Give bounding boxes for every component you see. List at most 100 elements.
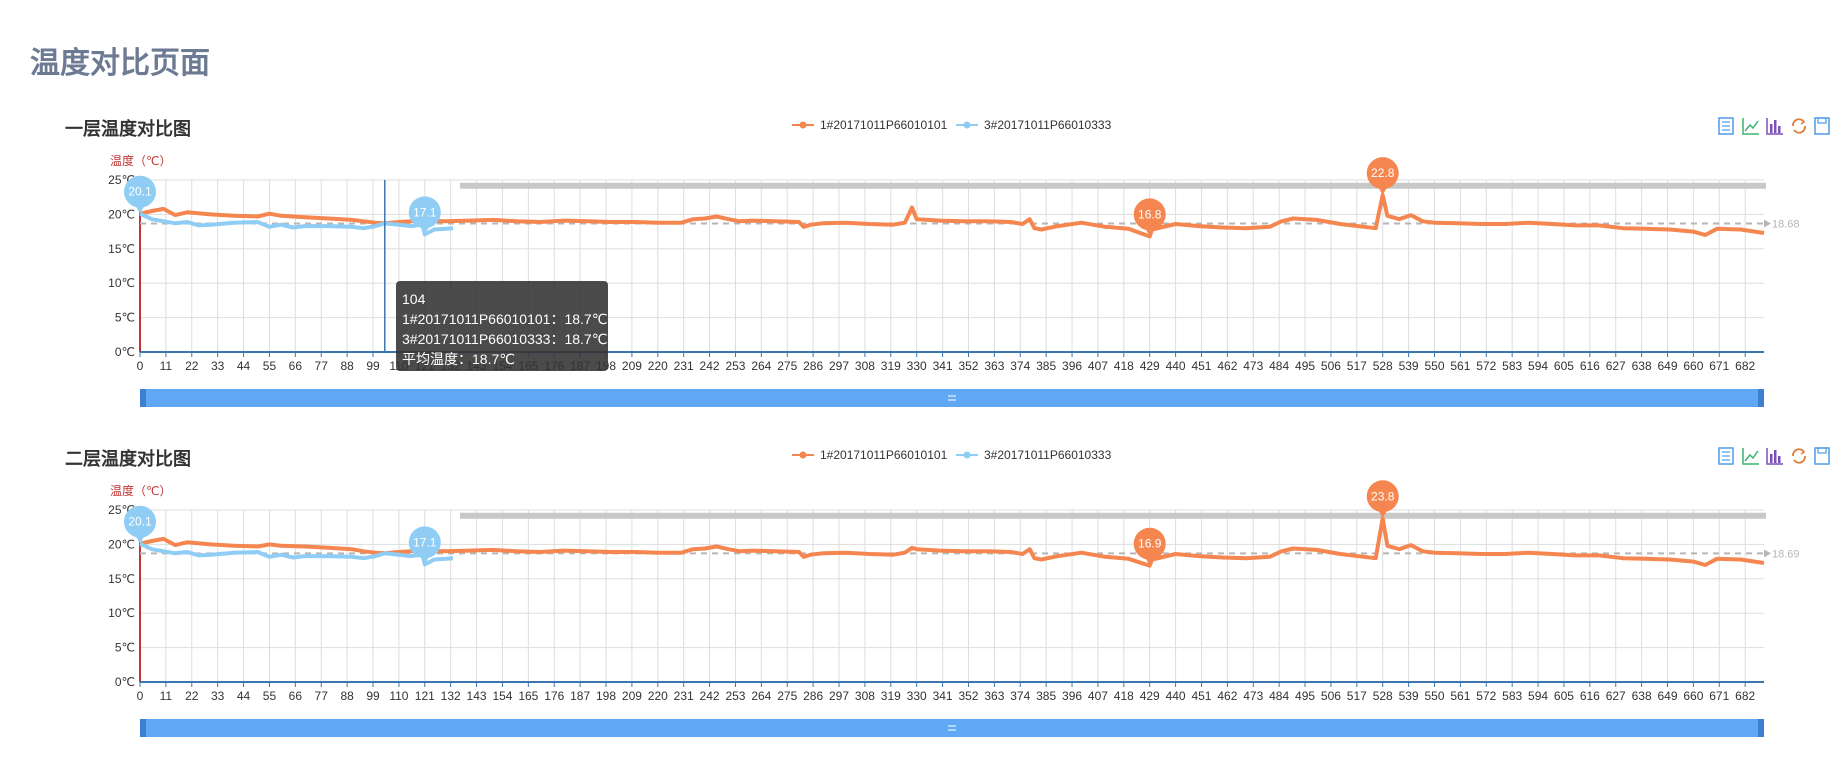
x-tick-label: 539 — [1399, 359, 1419, 373]
x-tick-label: 308 — [855, 689, 875, 703]
x-tick-label: 165 — [518, 689, 538, 703]
x-tick-label: 66 — [289, 689, 303, 703]
x-tick-label: 594 — [1528, 689, 1548, 703]
x-tick-label: 352 — [958, 359, 978, 373]
bar-chart-icon[interactable] — [1766, 448, 1783, 465]
x-tick-label: 506 — [1321, 359, 1341, 373]
zoom-handle-left[interactable] — [140, 719, 146, 737]
marker-pin[interactable]: 20.1 — [124, 505, 156, 544]
legend-item[interactable]: 3#20171011P66010333 — [956, 118, 1112, 132]
x-tick-label: 561 — [1450, 689, 1470, 703]
restore-icon[interactable] — [1792, 118, 1806, 134]
x-tick-label: 77 — [315, 359, 329, 373]
x-tick-label: 440 — [1166, 359, 1186, 373]
x-tick-label: 176 — [544, 689, 564, 703]
x-tick-label: 187 — [570, 689, 590, 703]
legend-label: 3#20171011P66010333 — [984, 448, 1112, 462]
icon-shape — [1774, 120, 1777, 133]
x-tick-label: 66 — [289, 359, 303, 373]
icon-shape — [1814, 447, 1830, 465]
tooltip-x-value: 104 — [402, 291, 426, 307]
legend-label: 1#20171011P66010101 — [820, 448, 948, 462]
x-tick-label: 253 — [725, 689, 745, 703]
marker-label: 20.1 — [128, 515, 152, 529]
zoom-handle-left[interactable] — [140, 389, 146, 407]
x-tick-label: 682 — [1735, 689, 1755, 703]
icon-shape — [1718, 117, 1734, 135]
marker-pin[interactable]: 17.1 — [408, 526, 441, 565]
chart-title: 二层温度对比图 — [65, 449, 191, 469]
x-tick-label: 231 — [674, 689, 694, 703]
data-view-icon[interactable] — [1718, 117, 1734, 135]
restore-icon[interactable] — [1792, 448, 1806, 464]
x-tick-label: 473 — [1243, 359, 1263, 373]
x-tick-label: 286 — [803, 359, 823, 373]
icon-shape — [1770, 454, 1773, 463]
x-tick-label: 649 — [1657, 359, 1677, 373]
x-tick-label: 572 — [1476, 359, 1496, 373]
x-tick-label: 330 — [907, 359, 927, 373]
x-tick-label: 198 — [596, 689, 616, 703]
x-tick-label: 209 — [622, 689, 642, 703]
x-tick-label: 682 — [1735, 359, 1755, 373]
x-tick-label: 638 — [1632, 359, 1652, 373]
zoom-handle-right[interactable] — [1758, 389, 1764, 407]
x-tick-label: 374 — [1010, 689, 1030, 703]
tooltip-average: 平均温度：18.7℃ — [402, 351, 515, 367]
x-tick-label: 341 — [933, 689, 953, 703]
line-chart-icon[interactable] — [1742, 118, 1759, 135]
x-tick-label: 99 — [366, 359, 380, 373]
line-chart-icon[interactable] — [1742, 448, 1759, 465]
x-tick-label: 242 — [700, 359, 720, 373]
legend-label: 1#20171011P66010101 — [820, 118, 948, 132]
legend-item[interactable]: 1#20171011P66010101 — [792, 448, 948, 462]
bar-chart-icon[interactable] — [1766, 118, 1783, 135]
zoom-slider[interactable] — [140, 719, 1764, 737]
marker-pin[interactable]: 16.8 — [1133, 198, 1166, 237]
x-tick-label: 605 — [1554, 359, 1574, 373]
y-tick-label: 15℃ — [108, 242, 135, 256]
legend-symbol — [963, 121, 971, 129]
x-tick-label: 99 — [366, 689, 380, 703]
x-tick-label: 396 — [1062, 359, 1082, 373]
save-image-icon[interactable] — [1814, 117, 1830, 135]
data-view-icon[interactable] — [1718, 447, 1734, 465]
marker-pin[interactable]: 20.1 — [124, 175, 156, 214]
legend-item[interactable]: 1#20171011P66010101 — [792, 118, 948, 132]
series-line-1 — [139, 516, 1765, 568]
x-tick-label: 374 — [1010, 359, 1030, 373]
zoom-slider[interactable] — [140, 389, 1764, 407]
icon-shape — [1770, 124, 1773, 133]
x-tick-label: 55 — [263, 689, 277, 703]
y-axis-label: 温度（℃） — [110, 483, 171, 498]
marker-label: 20.1 — [128, 185, 152, 199]
x-tick-label: 253 — [725, 359, 745, 373]
icon-shape — [1817, 447, 1827, 454]
icon-shape — [1817, 117, 1827, 124]
marker-pin[interactable]: 22.8 — [1366, 157, 1399, 196]
marker-pin[interactable]: 23.8 — [1366, 480, 1399, 519]
x-tick-label: 616 — [1580, 689, 1600, 703]
marker-pin-head — [124, 175, 156, 208]
y-tick-label: 10℃ — [108, 276, 135, 290]
x-tick-label: 264 — [751, 689, 771, 703]
x-tick-label: 407 — [1088, 689, 1108, 703]
icon-shape — [1778, 126, 1781, 133]
x-tick-label: 550 — [1424, 689, 1444, 703]
x-tick-label: 319 — [881, 359, 901, 373]
x-tick-label: 671 — [1709, 359, 1729, 373]
x-tick-label: 528 — [1373, 689, 1393, 703]
x-tick-label: 495 — [1295, 359, 1315, 373]
icon-shape — [1766, 448, 1783, 465]
zoom-handle-right[interactable] — [1758, 719, 1764, 737]
y-tick-label: 15℃ — [108, 572, 135, 586]
x-tick-label: 660 — [1683, 689, 1703, 703]
x-tick-label: 220 — [648, 689, 668, 703]
marker-pin-head — [124, 505, 156, 538]
legend-label: 3#20171011P66010333 — [984, 118, 1112, 132]
chart-tooltip: 104 1#20171011P66010101：18.7℃ 3#20171011… — [396, 281, 608, 371]
marker-pin[interactable]: 16.9 — [1133, 527, 1166, 566]
legend-item[interactable]: 3#20171011P66010333 — [956, 448, 1112, 462]
save-image-icon[interactable] — [1814, 447, 1830, 465]
marker-pin[interactable]: 17.1 — [408, 196, 441, 235]
